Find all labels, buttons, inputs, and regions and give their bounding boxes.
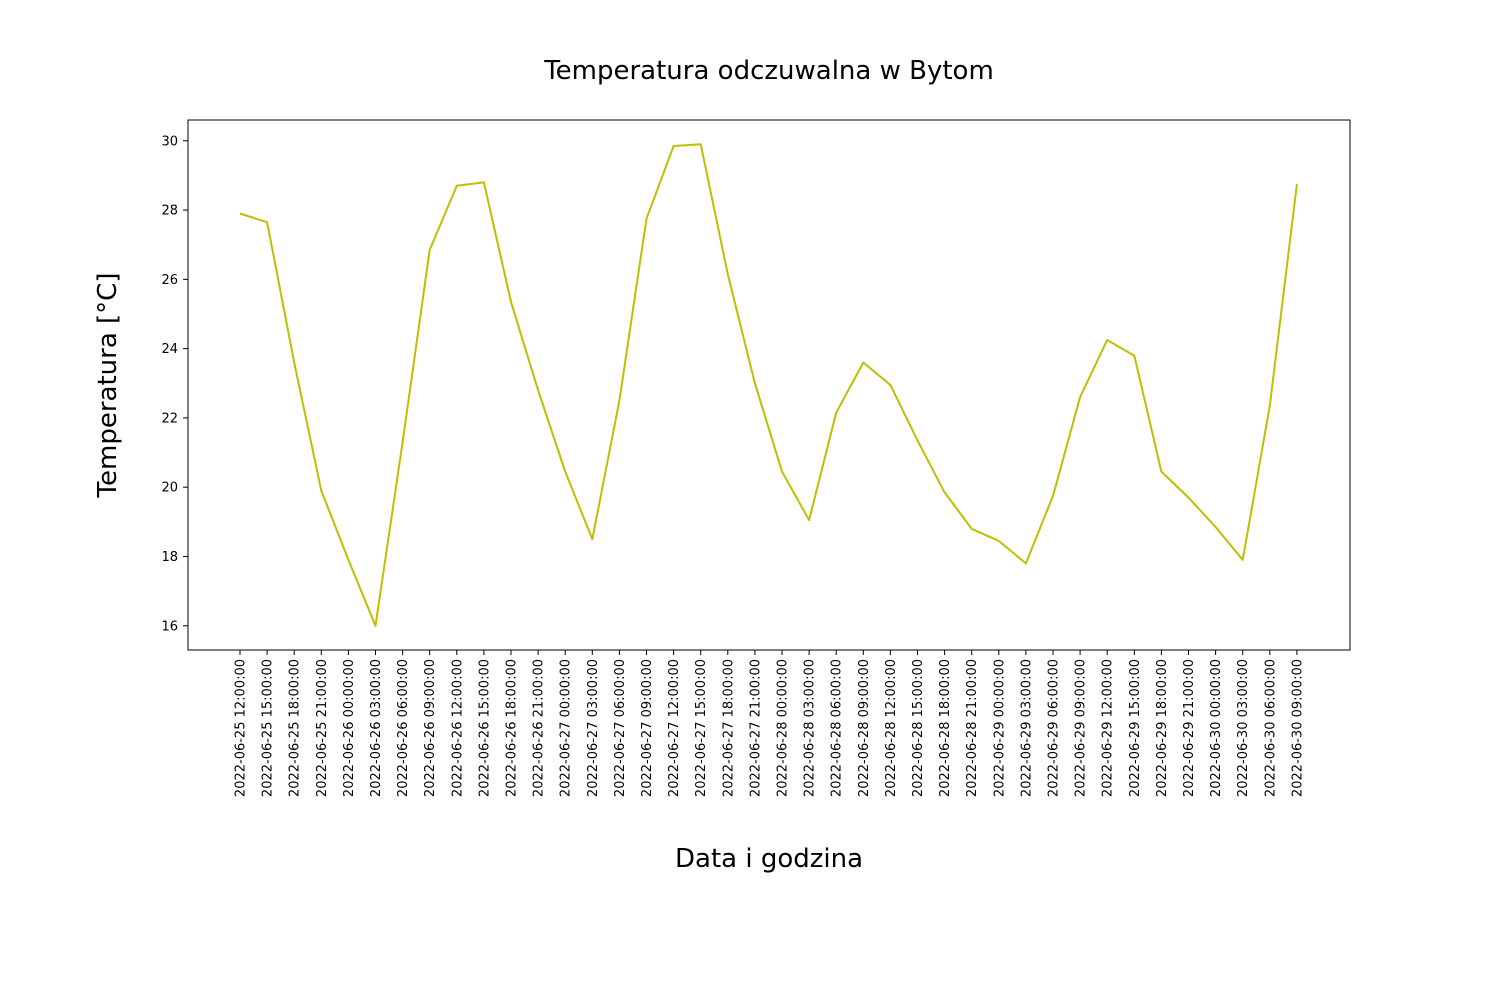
x-tick-label: 2022-06-29 03:00:00 — [1019, 659, 1034, 797]
x-tick-label: 2022-06-30 00:00:00 — [1209, 659, 1224, 797]
chart-title: Temperatura odczuwalna w Bytom — [543, 56, 994, 86]
x-tick-label: 2022-06-29 09:00:00 — [1074, 659, 1089, 797]
x-tick-label: 2022-06-29 15:00:00 — [1128, 659, 1143, 797]
y-tick-label: 30 — [161, 134, 178, 149]
x-tick-label: 2022-06-27 09:00:00 — [640, 659, 655, 797]
x-tick-label: 2022-06-26 15:00:00 — [477, 659, 492, 797]
y-tick-label: 28 — [161, 204, 178, 219]
x-tick-label: 2022-06-26 12:00:00 — [450, 659, 465, 797]
y-tick-label: 26 — [161, 273, 178, 288]
x-tick-label: 2022-06-30 06:00:00 — [1263, 659, 1278, 797]
x-tick-label: 2022-06-28 15:00:00 — [911, 659, 926, 797]
x-tick-label: 2022-06-27 18:00:00 — [721, 659, 736, 797]
y-tick-label: 24 — [161, 342, 178, 357]
plot-frame — [187, 119, 1351, 651]
x-tick-label: 2022-06-27 15:00:00 — [694, 659, 709, 797]
x-tick-label: 2022-06-25 18:00:00 — [288, 659, 303, 797]
x-tick-label: 2022-06-30 03:00:00 — [1236, 659, 1251, 797]
x-tick-label: 2022-06-26 21:00:00 — [532, 659, 547, 797]
x-tick-label: 2022-06-28 03:00:00 — [803, 659, 818, 797]
x-tick-label: 2022-06-30 09:00:00 — [1290, 659, 1305, 797]
x-tick-label: 2022-06-27 00:00:00 — [559, 659, 574, 797]
x-tick-label: 2022-06-27 06:00:00 — [613, 659, 628, 797]
x-tick-label: 2022-06-28 06:00:00 — [830, 659, 845, 797]
x-tick-label: 2022-06-29 18:00:00 — [1155, 659, 1170, 797]
x-axis-label: Data i godzina — [675, 844, 863, 874]
x-tick-label: 2022-06-28 18:00:00 — [938, 659, 953, 797]
y-tick-label: 22 — [161, 411, 178, 426]
x-tick-label: 2022-06-25 12:00:00 — [234, 659, 249, 797]
x-tick-label: 2022-06-28 12:00:00 — [884, 659, 899, 797]
x-tick-label: 2022-06-25 21:00:00 — [315, 659, 330, 797]
x-tick-label: 2022-06-28 00:00:00 — [776, 659, 791, 797]
x-tick-label: 2022-06-29 21:00:00 — [1182, 659, 1197, 797]
y-axis-label: Temperatura [°C] — [93, 273, 123, 499]
x-tick-label: 2022-06-27 12:00:00 — [667, 659, 682, 797]
x-tick-label: 2022-06-25 15:00:00 — [261, 659, 276, 797]
x-tick-label: 2022-06-27 21:00:00 — [748, 659, 763, 797]
series-line — [239, 143, 1298, 627]
x-tick-label: 2022-06-26 09:00:00 — [423, 659, 438, 797]
x-tick-label: 2022-06-28 21:00:00 — [965, 659, 980, 797]
x-tick-label: 2022-06-29 00:00:00 — [992, 659, 1007, 797]
x-tick-label: 2022-06-26 03:00:00 — [369, 659, 384, 797]
y-tick-label: 16 — [161, 619, 178, 634]
y-tick-label: 18 — [161, 550, 178, 565]
x-tick-label: 2022-06-29 12:00:00 — [1101, 659, 1116, 797]
x-tick-label: 2022-06-26 06:00:00 — [396, 659, 411, 797]
plot-area: 16 18 20 22 24 26 28 30 2022-06-25 12:00:00 2022-… — [161, 134, 1305, 797]
x-tick-label: 2022-06-28 09:00:00 — [857, 659, 872, 797]
x-tick-label: 2022-06-26 00:00:00 — [342, 659, 357, 797]
y-tick-label: 20 — [161, 481, 178, 496]
x-tick-label: 2022-06-26 18:00:00 — [505, 659, 520, 797]
x-tick-label: 2022-06-29 06:00:00 — [1047, 659, 1062, 797]
x-tick-label: 2022-06-27 03:00:00 — [586, 659, 601, 797]
